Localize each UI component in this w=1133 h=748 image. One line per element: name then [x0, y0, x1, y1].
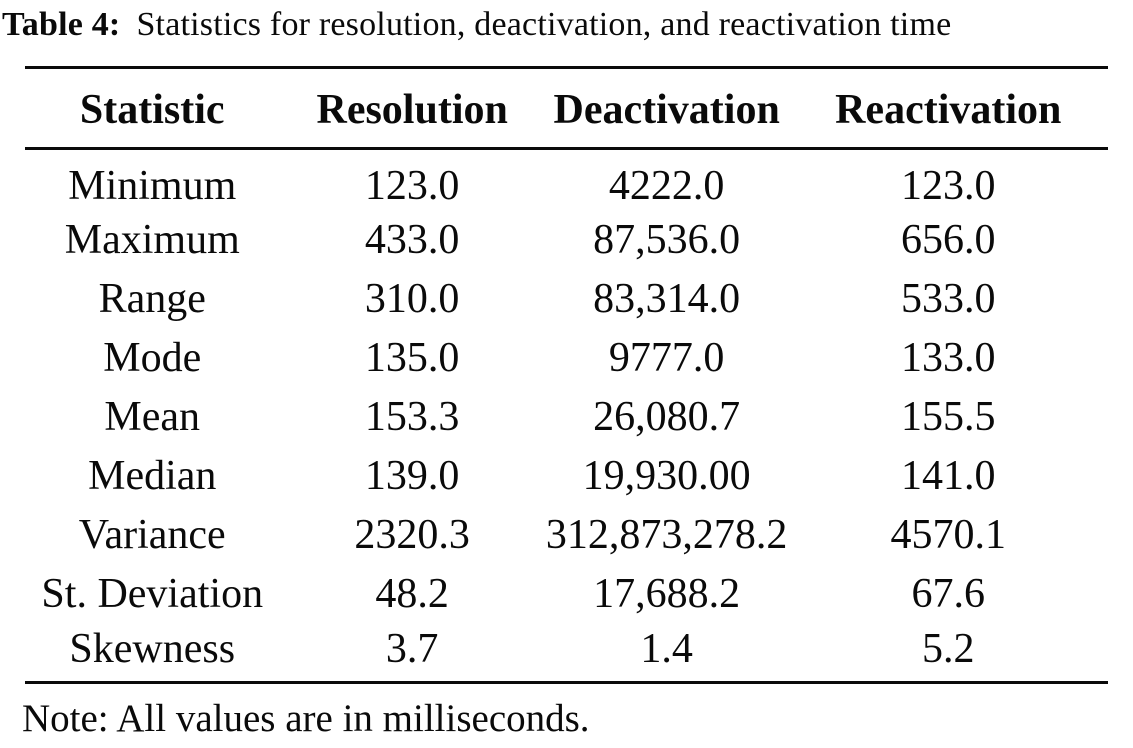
- table-note: Note: All values are in milliseconds.: [22, 697, 590, 740]
- column-header-resolution: Resolution: [279, 67, 545, 150]
- column-header-statistic: Statistic: [25, 67, 280, 150]
- cell-statistic: Range: [98, 275, 206, 322]
- table-row: Mean 153.3 26,080.7 155.5: [25, 387, 1108, 446]
- cell-resolution: 433.0: [364, 216, 460, 263]
- cell-deactivation: 83,314.0: [593, 275, 741, 322]
- table-row: Maximum 433.0 87,536.0 656.0: [25, 210, 1108, 269]
- cell-resolution: 3.7: [385, 625, 439, 672]
- table-caption-text: Statistics for resolution, deactivation,…: [136, 6, 952, 43]
- table-header-row: Statistic Resolution Deactivation Reacti…: [25, 67, 1108, 150]
- table-row: Variance 2320.3 312,873,278.2 4570.1: [25, 505, 1108, 564]
- table-row: Skewness 3.7 1.4 5.2: [25, 623, 1108, 682]
- table-caption-label: Table 4:: [2, 6, 121, 43]
- cell-deactivation: 87,536.0: [593, 216, 741, 263]
- cell-reactivation: 5.2: [922, 625, 975, 672]
- cell-reactivation: 67.6: [911, 570, 986, 617]
- cell-statistic: Minimum: [68, 163, 237, 209]
- cell-statistic: Median: [88, 452, 217, 499]
- cell-deactivation: 9777.0: [608, 334, 725, 381]
- column-header-deactivation: Deactivation: [544, 67, 789, 150]
- cell-statistic: Mode: [103, 334, 202, 381]
- table-caption: Table 4: Statistics for resolution, deact…: [2, 6, 1133, 44]
- table-row: Median 139.0 19,930.00 141.0: [25, 446, 1108, 505]
- cell-statistic: Skewness: [69, 625, 236, 672]
- cell-resolution: 123.0: [364, 163, 460, 209]
- cell-reactivation: 123.0: [901, 163, 996, 209]
- cell-deactivation: 17,688.2: [593, 570, 741, 617]
- cell-deactivation: 4222.0: [608, 163, 725, 209]
- cell-deactivation: 312,873,278.2: [545, 511, 788, 558]
- cell-statistic: Mean: [104, 393, 201, 440]
- cell-resolution: 135.0: [364, 334, 460, 381]
- statistics-table: Statistic Resolution Deactivation Reacti…: [25, 66, 1108, 684]
- table-row: St. Deviation 48.2 17,688.2 67.6: [25, 564, 1108, 623]
- cell-resolution: 139.0: [364, 452, 460, 499]
- cell-resolution: 2320.3: [354, 511, 470, 558]
- table-row: Mode 135.0 9777.0 133.0: [25, 328, 1108, 387]
- column-header-reactivation: Reactivation: [788, 67, 1108, 150]
- cell-resolution: 153.3: [364, 393, 460, 440]
- cell-reactivation: 141.0: [901, 452, 996, 499]
- cell-resolution: 48.2: [375, 570, 449, 617]
- cell-reactivation: 533.0: [901, 275, 996, 322]
- cell-statistic: Variance: [78, 511, 226, 558]
- table-row: Minimum 123.0 4222.0 123.0: [25, 149, 1108, 211]
- cell-deactivation: 26,080.7: [593, 393, 741, 440]
- cell-statistic: Maximum: [64, 216, 240, 263]
- cell-deactivation: 19,930.00: [582, 452, 751, 499]
- cell-resolution: 310.0: [364, 275, 460, 322]
- cell-statistic: St. Deviation: [41, 570, 264, 617]
- cell-reactivation: 133.0: [901, 334, 996, 381]
- cell-deactivation: 1.4: [640, 625, 693, 672]
- cell-reactivation: 656.0: [901, 216, 996, 263]
- table-row: Range 310.0 83,314.0 533.0: [25, 269, 1108, 328]
- cell-reactivation: 4570.1: [890, 511, 1007, 558]
- cell-reactivation: 155.5: [901, 393, 996, 440]
